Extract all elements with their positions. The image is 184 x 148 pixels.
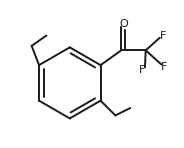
Text: F: F: [161, 62, 168, 72]
Text: F: F: [160, 31, 166, 41]
Text: F: F: [139, 65, 145, 75]
Text: O: O: [119, 19, 128, 29]
